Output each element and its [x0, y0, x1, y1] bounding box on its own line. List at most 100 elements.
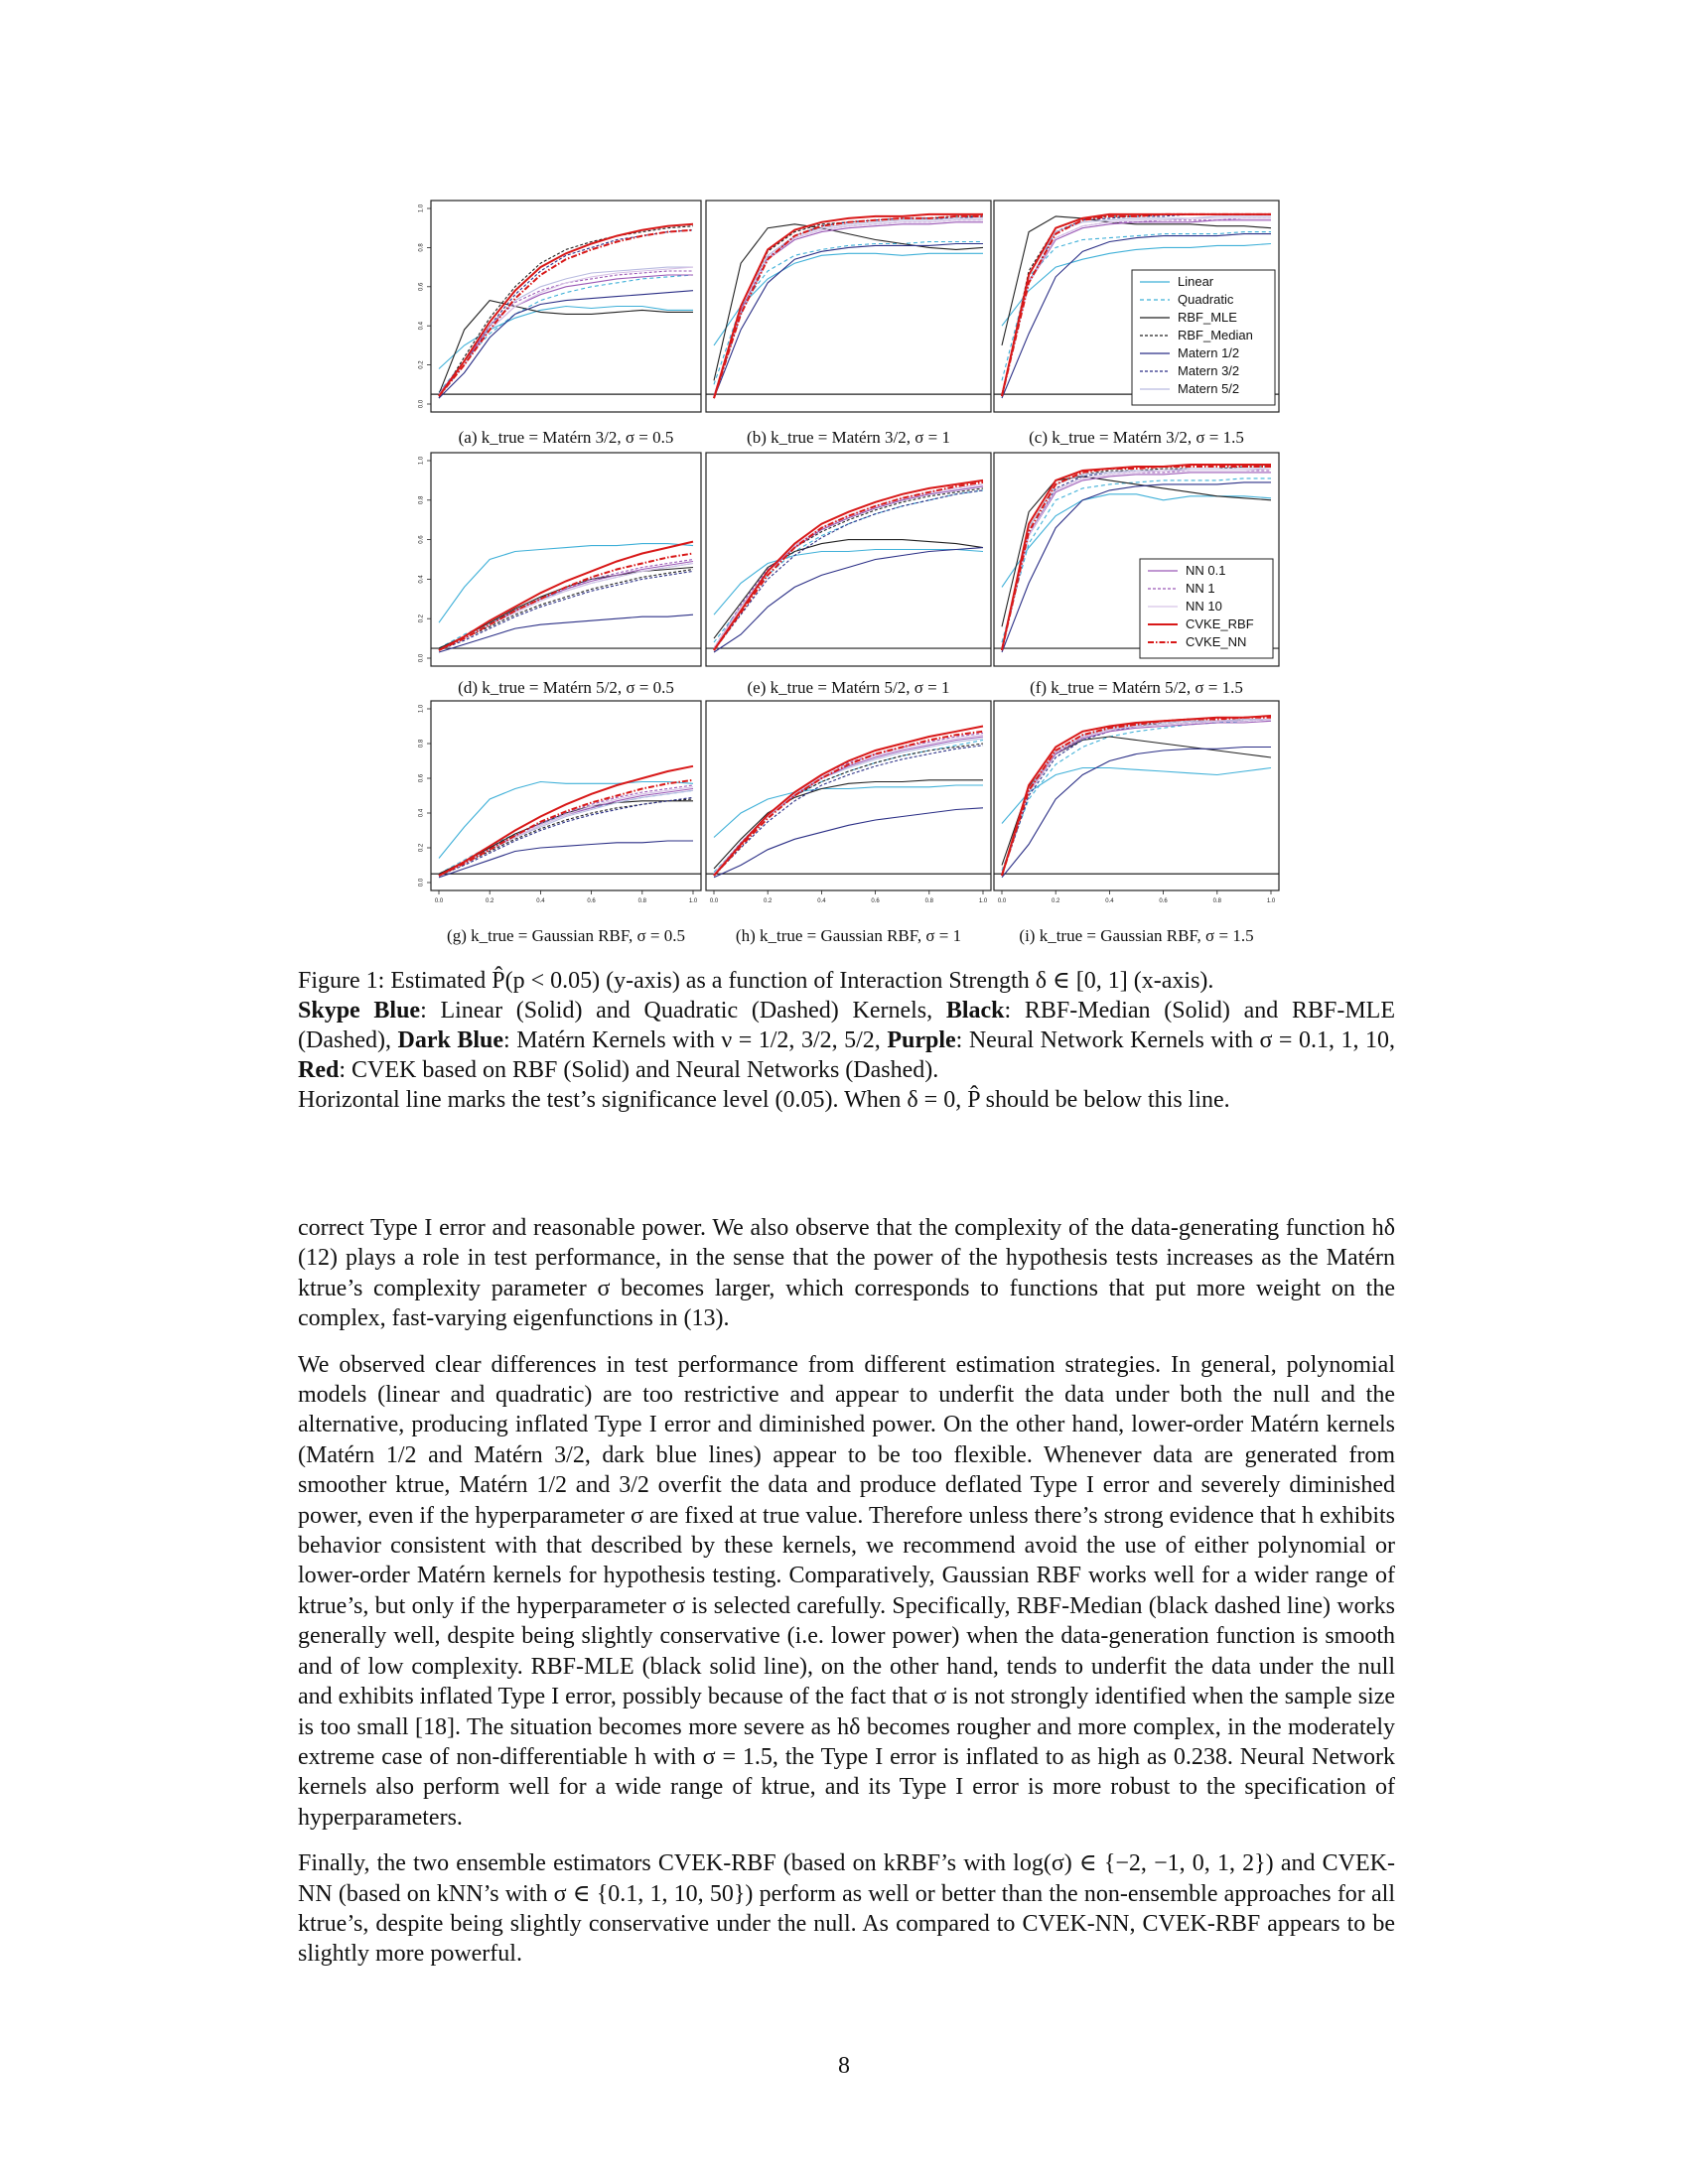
y-tick-label: 0.2 [419, 360, 425, 369]
caption-label: Figure 1: [298, 968, 385, 994]
series-line-cvke-rbf [713, 725, 984, 877]
caption-red-desc: : CVEK based on RBF (Solid) and Neural N… [339, 1057, 939, 1083]
series-line-linear [713, 784, 983, 838]
y-tick-label: 1.0 [419, 204, 425, 212]
legend-nn-cvek: NN 0.1 NN 1 NN 10 CVKE_RBF CVKE_NN [1139, 558, 1274, 659]
caption-legend-description: Skype Blue: Linear (Solid) and Quadratic… [298, 996, 1395, 1085]
series-line-linear [713, 252, 983, 346]
legend-label: CVKE_NN [1186, 634, 1246, 649]
panel-caption-b: (b) k_true = Matérn 3/2, σ = 1 [747, 428, 950, 447]
x-tick-label: 0.2 [1052, 898, 1060, 904]
y-tick-label: 0.0 [419, 399, 425, 408]
series-line-cvke-nn [1001, 716, 1271, 877]
x-tick-label: 0.2 [486, 898, 494, 904]
series-line-cvke-nn [438, 552, 694, 651]
paragraph-1: correct Type I error and reasonable powe… [298, 1215, 1395, 1332]
x-tick-label: 0.4 [817, 898, 826, 904]
series-line-cvke-nn [713, 214, 983, 399]
y-tick-label: 0.4 [419, 808, 425, 817]
panel-a: 0.0 0.2 0.4 0.6 0.8 1.0 (a) k_true = Matérn 3/… [419, 200, 702, 447]
series-line-cvke-nn [1001, 212, 1271, 397]
series-line-matern-3-2 [1001, 213, 1271, 397]
panel-e: (e) k_true = Matérn 5/2, σ = 1 [705, 452, 992, 697]
legend-label: Matern 5/2 [1178, 381, 1239, 396]
panel-frame [705, 700, 992, 891]
series-line-matern-1-2 [1001, 481, 1271, 653]
series-line-matern-1-2 [713, 547, 984, 653]
x-tick-label: 0.6 [1159, 898, 1168, 904]
series-line-matern-3-2 [713, 745, 984, 877]
series-line-rbf-mle [713, 223, 984, 381]
series-line-matern-1-2 [438, 290, 694, 399]
x-tick-label: 0.0 [710, 898, 719, 904]
y-tick-label: 0.8 [419, 739, 425, 748]
series-line-linear [713, 548, 984, 615]
series-line-cvke-nn [713, 480, 984, 651]
paragraph-3: Finally, the two ensemble estimators CVE… [298, 1850, 1395, 1968]
panel-b: (b) k_true = Matérn 3/2, σ = 1 [705, 200, 992, 447]
caption-red: Red [298, 1057, 340, 1083]
series-line-cvke-rbf [713, 212, 983, 399]
caption-description: Estimated P̂(p < 0.05) (y-axis) as a fun… [390, 968, 1214, 994]
x-tick-label: 0.6 [871, 898, 880, 904]
series-line-matern-1-2 [713, 807, 984, 879]
legend-kernels: Linear Quadratic RBF_MLE RBF_Median Matern 1… [1131, 269, 1276, 406]
figure-1-panels: 0.0 0.2 0.4 0.6 0.8 1.0 (a) k_true = Matérn 3/… [419, 200, 1280, 945]
series-line-matern-5-2 [1001, 468, 1271, 649]
panel-caption-f: (f) k_true = Matérn 5/2, σ = 1.5 [1030, 678, 1243, 697]
series-line-rbf-mle [1001, 476, 1272, 627]
legend-box [1131, 269, 1276, 406]
series-line-cvke-rbf [438, 222, 694, 397]
legend-label: Quadratic [1178, 292, 1234, 307]
series-line-rbf-mle [1001, 215, 1272, 346]
panel-frame [705, 452, 992, 667]
caption-line-last: Horizontal line marks the test’s signifi… [298, 1087, 1230, 1113]
series-line-rbf-mle [713, 779, 983, 870]
series-line-cvke-nn [713, 730, 984, 877]
paragraph-2: We observed clear differences in test pe… [298, 1351, 1395, 1831]
y-tick-label: 0.6 [419, 773, 425, 782]
series-line-cvke-nn [438, 778, 694, 877]
caption-black-desc: : RBF-Median (Solid) and RBF-MLE (Dashed… [298, 998, 1395, 1053]
series-line-nn-0-1 [1001, 720, 1272, 875]
figure-1: 0.0 0.2 0.4 0.6 0.8 1.0 (a) k_true = Matérn 3/… [0, 0, 1688, 953]
y-tick-label: 0.6 [419, 535, 425, 544]
caption-purple-desc: : Neural Network Kernels with σ = 0.1, 1… [955, 1027, 1396, 1053]
body-text: correct Type I error and reasonable powe… [298, 1213, 1395, 1985]
y-tick-label: 0.2 [419, 843, 425, 852]
series-line-linear [438, 543, 694, 623]
y-tick-label: 1.0 [419, 704, 425, 713]
x-tick-label: 1.0 [979, 898, 988, 904]
series-line-matern-1-2 [713, 242, 983, 399]
x-tick-label: 0.4 [1105, 898, 1114, 904]
x-tick-label: 1.0 [689, 898, 698, 904]
panel-caption-e: (e) k_true = Matérn 5/2, σ = 1 [748, 678, 950, 697]
caption-black: Black [945, 998, 1005, 1024]
panel-caption-h: (h) k_true = Gaussian RBF, σ = 1 [736, 926, 961, 945]
series-line-cvke-rbf [713, 478, 984, 651]
page-number: 8 [838, 2053, 850, 2079]
panel-caption-d: (d) k_true = Matérn 5/2, σ = 0.5 [458, 678, 674, 697]
series-line-cvke-rbf [438, 764, 694, 877]
figure-caption: Figure 1: Estimated P̂(p < 0.05) (y-axis… [298, 966, 1395, 1115]
panel-d: 0.0 0.2 0.4 0.6 0.8 1.0 (d) k_true = Matérn 5/… [419, 452, 702, 697]
y-tick-label: 0.0 [419, 878, 425, 887]
series-line-matern-5-2 [1001, 718, 1271, 875]
series-line-linear [1001, 242, 1272, 327]
y-tick-label: 0.0 [419, 653, 425, 662]
x-tick-label: 1.0 [1267, 898, 1276, 904]
legend-label: NN 10 [1186, 599, 1222, 614]
series-line-rbf-median [438, 225, 694, 399]
x-tick-label: 0.4 [536, 898, 545, 904]
legend-label: NN 0.1 [1186, 563, 1225, 578]
series-line-rbf-mle [713, 539, 984, 639]
legend-label: NN 1 [1186, 581, 1215, 596]
series-line-matern-5-2 [713, 217, 983, 397]
caption-purple: Purple [887, 1027, 956, 1053]
series-line-nn-1 [713, 483, 984, 649]
panel-frame [993, 700, 1280, 891]
series-line-rbf-median [438, 568, 694, 651]
series-line-matern-1-2 [1001, 746, 1271, 879]
series-line-quadratic [713, 240, 983, 385]
legend-label: Matern 1/2 [1178, 345, 1239, 360]
